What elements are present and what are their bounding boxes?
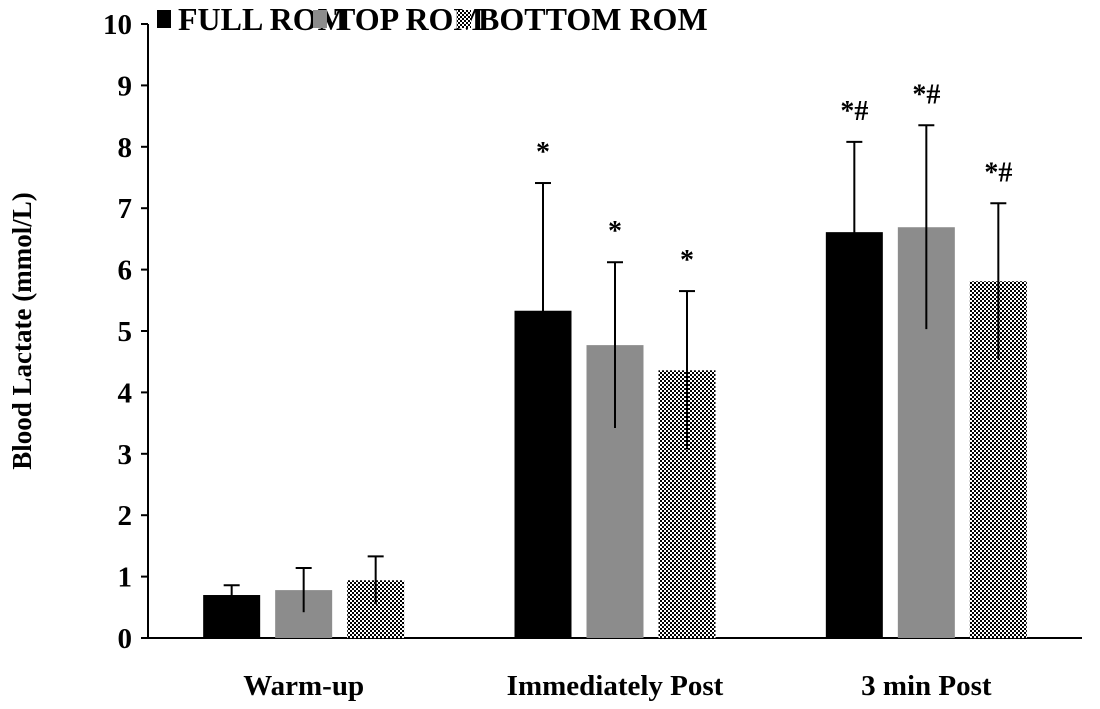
- legend-swatch: [157, 10, 171, 28]
- significance-marker: *#: [840, 96, 868, 127]
- y-tick-label: 5: [118, 316, 133, 348]
- legend-label: BOTTOM ROM: [478, 1, 708, 37]
- x-tick-label: 3 min Post: [861, 670, 992, 702]
- x-tick-label: Warm-up: [243, 670, 364, 702]
- y-tick-label: 2: [118, 500, 133, 532]
- y-tick-label: 7: [118, 193, 133, 225]
- significance-marker: *: [680, 245, 694, 276]
- legend-swatch: [457, 10, 471, 28]
- significance-marker: *#: [912, 79, 940, 110]
- y-tick-label: 0: [118, 623, 133, 655]
- y-tick-label: 6: [118, 255, 133, 287]
- y-tick-label: 9: [118, 70, 133, 102]
- significance-marker: *: [608, 216, 622, 247]
- y-tick-label: 1: [118, 562, 133, 594]
- legend-swatch: [313, 10, 327, 28]
- y-tick-label: 10: [103, 9, 132, 41]
- y-tick-label: 4: [118, 377, 133, 409]
- significance-marker: *#: [984, 157, 1012, 188]
- x-tick-label: Immediately Post: [507, 670, 724, 702]
- y-tick-label: 3: [118, 439, 133, 471]
- y-axis-label: Blood Lactate (mmol/L): [7, 192, 37, 469]
- y-tick-label: 8: [118, 132, 133, 164]
- significance-marker: *: [536, 137, 550, 168]
